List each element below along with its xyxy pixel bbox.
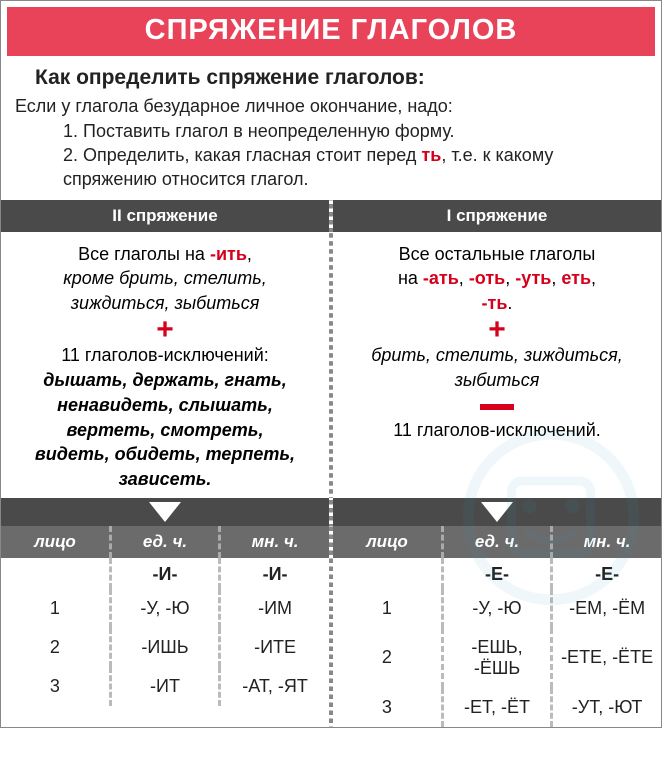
cell-pl: -ЕМ, -ЁМ	[552, 589, 661, 628]
left-l2: кроме брить, стелить,	[19, 266, 311, 291]
cell-person: 2	[1, 628, 110, 667]
vowel-pl: -Е-	[552, 558, 661, 589]
left-ex4: видеть, обидеть, терпеть,	[19, 442, 311, 467]
right-r1: Все остальные глаголы	[351, 242, 643, 267]
cell-person: 3	[333, 688, 442, 727]
left-l1: Все глаголы на -ить,	[19, 242, 311, 267]
right-r2: на -ать, -оть, -уть, еть,	[351, 266, 643, 291]
intro-lead: Если у глагола безударное личное окончан…	[13, 94, 649, 118]
right-r6: 11 глаголов-исключений.	[351, 418, 643, 443]
table-row: 1 -У, -Ю -ЕМ, -ЁМ	[333, 589, 661, 628]
intro-step-1: 1. Поставить глагол в неопределенную фор…	[13, 119, 649, 143]
right-table: лицо ед. ч. мн. ч. -Е- -Е- 1 -У, -Ю -ЕМ,…	[333, 526, 661, 727]
intro-step-2: 2. Определить, какая гласная стоит перед…	[13, 143, 649, 192]
vowel-pl: -И-	[220, 558, 329, 589]
cell-empty	[1, 558, 110, 589]
left-l1b: ,	[247, 244, 252, 264]
suf4: еть	[561, 268, 591, 288]
r2c: ,	[505, 268, 515, 288]
right-minus	[351, 393, 643, 418]
table-header-row: лицо ед. ч. мн. ч.	[1, 526, 329, 558]
r3-dot: .	[507, 293, 512, 313]
cell-person: 1	[333, 589, 442, 628]
table-row: 2 -ЕШЬ, -ЁШЬ -ЕТЕ, -ЁТЕ	[333, 628, 661, 688]
page: СПРЯЖЕНИЕ ГЛАГОЛОВ Как определить спряже…	[0, 0, 662, 728]
column-headers: II спряжение I спряжение	[1, 200, 661, 232]
r3-red: -ть	[482, 293, 508, 313]
cell-sg: -У, -Ю	[442, 589, 551, 628]
right-plus: +	[351, 316, 643, 343]
th-pl: мн. ч.	[552, 526, 661, 558]
left-l4: 11 глаголов-исключений:	[19, 343, 311, 368]
arrow-right	[333, 498, 661, 526]
title-banner: СПРЯЖЕНИЕ ГЛАГОЛОВ	[7, 7, 655, 56]
right-endings-table: лицо ед. ч. мн. ч. -Е- -Е- 1 -У, -Ю -ЕМ,…	[333, 526, 661, 727]
left-ex1: дышать, держать, гнать,	[19, 368, 311, 393]
right-r4: брить, стелить, зиждиться,	[351, 343, 643, 368]
tables-row: лицо ед. ч. мн. ч. -И- -И- 1 -У, -Ю -ИМ …	[1, 526, 661, 727]
th-person: лицо	[333, 526, 442, 558]
minus-icon	[480, 404, 514, 410]
col-header-left: II спряжение	[1, 200, 329, 232]
intro-block: Как определить спряжение глаголов: Если …	[1, 56, 661, 200]
rules-left: Все глаголы на -ить, кроме брить, стелит…	[1, 232, 329, 498]
rules-row: Все глаголы на -ить, кроме брить, стелит…	[1, 232, 661, 498]
vowel-sg: -И-	[110, 558, 219, 589]
left-plus: +	[19, 316, 311, 343]
arrow-left	[1, 498, 329, 526]
cell-sg: -У, -Ю	[110, 589, 219, 628]
cell-pl: -ИТЕ	[220, 628, 329, 667]
suf3: -уть	[515, 268, 551, 288]
left-endings-table: лицо ед. ч. мн. ч. -И- -И- 1 -У, -Ю -ИМ …	[1, 526, 329, 706]
cell-sg: -ЕШЬ, -ЁШЬ	[442, 628, 551, 688]
left-l1a: Все глаголы на	[78, 244, 210, 264]
left-ex2: ненавидеть, слышать,	[19, 393, 311, 418]
right-r5: зыбиться	[351, 368, 643, 393]
rules-right: Все остальные глаголы на -ать, -оть, -ут…	[333, 232, 661, 498]
arrow-bar	[1, 498, 661, 526]
r2a: на	[398, 268, 423, 288]
col-header-right: I спряжение	[333, 200, 661, 232]
r2b: ,	[459, 268, 469, 288]
triangle-down-icon	[481, 502, 513, 522]
step2-a: 2. Определить, какая гласная стоит перед	[63, 145, 421, 165]
vowel-row: -Е- -Е-	[333, 558, 661, 589]
cell-empty	[333, 558, 442, 589]
cell-pl: -УТ, -ЮТ	[552, 688, 661, 727]
table-row: 2 -ИШЬ -ИТЕ	[1, 628, 329, 667]
cell-pl: -АТ, -ЯТ	[220, 667, 329, 706]
th-sg: ед. ч.	[110, 526, 219, 558]
cell-sg: -ИТ	[110, 667, 219, 706]
left-table: лицо ед. ч. мн. ч. -И- -И- 1 -У, -Ю -ИМ …	[1, 526, 329, 727]
left-ex3: вертеть, смотреть,	[19, 418, 311, 443]
left-l1-red: -ить	[210, 244, 247, 264]
step2-red: ть	[421, 145, 441, 165]
cell-sg: -ИШЬ	[110, 628, 219, 667]
cell-sg: -ЕТ, -ЁТ	[442, 688, 551, 727]
intro-question: Как определить спряжение глаголов:	[13, 62, 649, 94]
r2e: ,	[591, 268, 596, 288]
suf1: -ать	[423, 268, 459, 288]
vowel-sg: -Е-	[442, 558, 551, 589]
suf2: -оть	[469, 268, 505, 288]
table-header-row: лицо ед. ч. мн. ч.	[333, 526, 661, 558]
cell-person: 2	[333, 628, 442, 688]
left-ex5: зависеть.	[19, 467, 311, 492]
table-row: 3 -ИТ -АТ, -ЯТ	[1, 667, 329, 706]
r2d: ,	[551, 268, 561, 288]
table-row: 1 -У, -Ю -ИМ	[1, 589, 329, 628]
cell-person: 1	[1, 589, 110, 628]
triangle-down-icon	[149, 502, 181, 522]
th-pl: мн. ч.	[220, 526, 329, 558]
vowel-row: -И- -И-	[1, 558, 329, 589]
cell-person: 3	[1, 667, 110, 706]
cell-pl: -ЕТЕ, -ЁТЕ	[552, 628, 661, 688]
cell-pl: -ИМ	[220, 589, 329, 628]
table-row: 3 -ЕТ, -ЁТ -УТ, -ЮТ	[333, 688, 661, 727]
th-sg: ед. ч.	[442, 526, 551, 558]
th-person: лицо	[1, 526, 110, 558]
